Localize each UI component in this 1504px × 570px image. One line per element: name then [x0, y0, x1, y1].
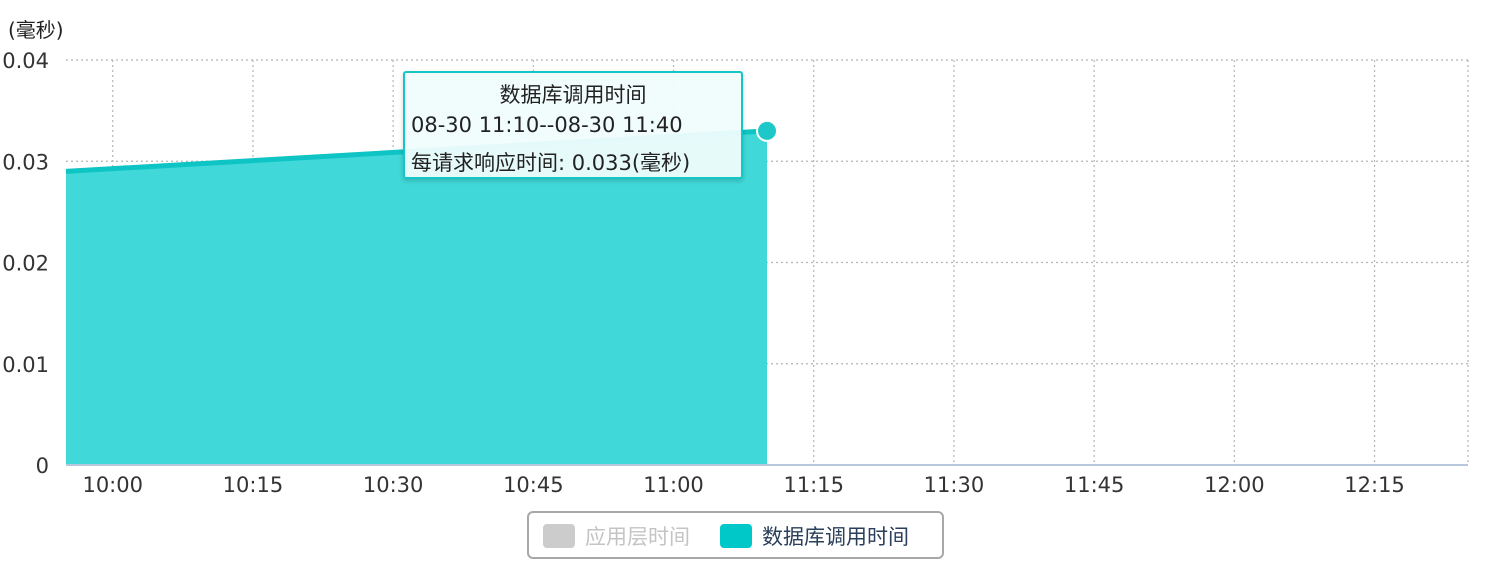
x-tick-label: 10:15	[223, 473, 284, 497]
legend-label-db-call-time: 数据库调用时间	[762, 525, 909, 549]
legend-item-app-layer-time[interactable]: 应用层时间	[543, 523, 690, 549]
x-tick-label: 10:30	[363, 473, 424, 497]
x-tick-label: 11:30	[924, 473, 985, 497]
y-tick-label: 0.01	[2, 353, 49, 377]
y-tick-label: 0.04	[2, 49, 49, 73]
y-tick-label: 0.02	[2, 252, 49, 276]
series-area-1	[66, 130, 767, 465]
legend-label-app-layer-time: 应用层时间	[585, 525, 690, 549]
tooltip-title: 数据库调用时间	[499, 83, 647, 107]
y-axis-unit-label: (毫秒)	[8, 18, 64, 42]
tooltip-time-range: 08-30 11:10--08-30 11:40	[411, 113, 683, 137]
x-tick-label: 11:45	[1064, 473, 1125, 497]
x-tick-label: 10:00	[82, 473, 143, 497]
series-point-highlight[interactable]	[756, 119, 778, 142]
legend: 应用层时间 数据库调用时间	[527, 511, 944, 559]
x-tick-label: 12:15	[1344, 473, 1405, 497]
legend-swatch-app-layer-time	[543, 524, 575, 548]
x-tick-label: 12:00	[1204, 473, 1265, 497]
x-tick-label: 11:15	[783, 473, 844, 497]
y-tick-label: 0.03	[2, 150, 49, 174]
x-tick-label: 11:00	[643, 473, 704, 497]
y-tick-label: 0	[36, 454, 49, 478]
legend-item-db-call-time[interactable]: 数据库调用时间	[720, 523, 909, 549]
tooltip-value: 每请求响应时间: 0.033(毫秒)	[411, 151, 691, 175]
data-tooltip: 数据库调用时间 08-30 11:10--08-30 11:40 每请求响应时间…	[403, 71, 743, 179]
x-tick-label: 10:45	[503, 473, 564, 497]
legend-swatch-db-call-time	[720, 524, 752, 548]
